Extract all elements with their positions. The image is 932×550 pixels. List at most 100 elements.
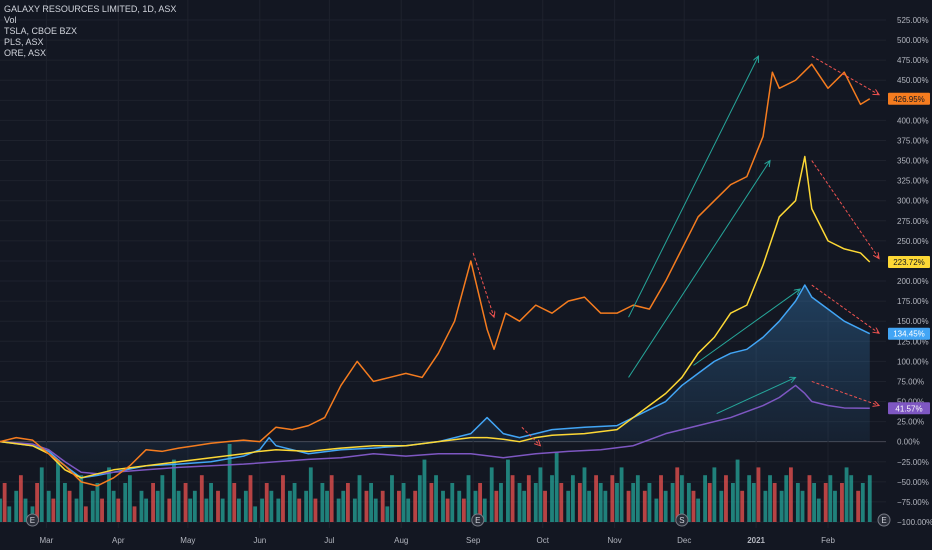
volume-bar <box>703 475 708 522</box>
volume-bar <box>731 483 735 522</box>
volume-bar <box>111 490 116 522</box>
volume-bar <box>79 475 84 522</box>
x-tick-label: Feb <box>821 536 835 545</box>
volume-bar <box>380 490 385 522</box>
volume-bar <box>429 483 434 522</box>
volume-bar <box>83 506 88 522</box>
volume-bar <box>417 475 422 522</box>
volume-bar <box>691 490 696 522</box>
volume-bar <box>844 467 849 522</box>
y-tick-label: −25.00% <box>897 458 929 467</box>
volume-bar <box>281 475 285 522</box>
x-tick-label: Dec <box>677 536 691 545</box>
y-tick-label: 450.00% <box>897 76 929 85</box>
volume-bar <box>397 490 401 522</box>
volume-bar <box>352 498 357 522</box>
event-marker[interactable]: E <box>877 513 891 527</box>
volume-bar <box>264 483 269 522</box>
volume-bar <box>457 490 462 522</box>
volume-bar <box>654 498 659 522</box>
volume-bar <box>260 498 265 522</box>
y-tick-label: 525.00% <box>897 16 929 25</box>
y-tick-label: 250.00% <box>897 237 929 246</box>
volume-bar <box>478 483 483 522</box>
volume-bar <box>127 475 132 522</box>
y-tick-label: −75.00% <box>897 498 929 507</box>
last-value-badge-ore: 41.57% <box>888 402 930 415</box>
series-line-ore <box>0 384 870 475</box>
badge-text: 134.45% <box>893 330 925 339</box>
volume-bar <box>144 498 149 522</box>
event-marker[interactable]: E <box>25 513 39 527</box>
volume-bar <box>192 490 197 522</box>
volume-bar <box>123 483 128 522</box>
volume-bar <box>14 490 19 522</box>
volume-bar <box>598 483 603 522</box>
badge-text: 223.72% <box>893 258 925 267</box>
y-tick-label: 75.00% <box>897 377 924 386</box>
volume-bar <box>90 490 95 522</box>
volume-bar <box>441 490 445 522</box>
x-tick-label: Jul <box>324 536 334 545</box>
volume-bar <box>840 483 844 522</box>
series-line-pls <box>0 155 871 479</box>
y-tick-label: 125.00% <box>897 337 929 346</box>
legend-main-symbol[interactable]: GALAXY RESOURCES LIMITED, 1D, ASX <box>4 4 177 14</box>
volume-bar <box>216 490 220 522</box>
badge-text: 426.95% <box>893 95 925 104</box>
y-tick-label: 175.00% <box>897 297 929 306</box>
volume-bar <box>341 490 346 522</box>
volume-bar <box>823 483 828 522</box>
volume-bar <box>0 498 2 522</box>
event-marker-label: E <box>30 516 35 525</box>
event-marker-label: E <box>475 516 480 525</box>
volume-bar <box>329 475 334 522</box>
volume-bar <box>533 483 538 522</box>
badge-bg <box>888 402 930 415</box>
x-tick-label: Jun <box>253 536 266 545</box>
volume-bar <box>631 483 636 522</box>
volume-bar <box>570 475 575 522</box>
event-marker-label: S <box>679 516 684 525</box>
volume-bar <box>253 506 258 522</box>
volume-bar <box>526 475 531 522</box>
volume-bar <box>288 490 292 522</box>
y-tick-label: 325.00% <box>897 177 929 186</box>
volume-bar <box>763 490 768 522</box>
volume-bar <box>445 498 450 522</box>
volume-bar <box>538 467 543 522</box>
volume-bar <box>719 490 724 522</box>
volume-bar <box>816 498 821 522</box>
volume-bar <box>276 498 281 522</box>
volume-bar <box>506 459 510 522</box>
volume-bar <box>522 490 527 522</box>
volume-bar <box>155 490 160 522</box>
y-tick-label: 200.00% <box>897 277 929 286</box>
legend-volume[interactable]: Vol <box>4 15 17 25</box>
volume-bar <box>867 475 872 522</box>
volume-bar <box>856 490 861 522</box>
event-marker[interactable]: E <box>471 513 485 527</box>
volume-bar <box>100 498 104 522</box>
volume-bar <box>466 475 471 522</box>
volume-bar <box>172 459 176 522</box>
series-line-tsla <box>0 63 871 487</box>
volume-bar <box>413 490 418 522</box>
volume-bar <box>139 490 144 522</box>
volume-bar <box>489 467 494 522</box>
event-marker[interactable]: S <box>675 513 689 527</box>
legend-compare-tsla[interactable]: TSLA, CBOE BZX <box>4 26 78 36</box>
trend-arrow-down <box>811 55 879 95</box>
legend-compare-ore[interactable]: ORE, ASX <box>4 48 47 58</box>
legend-compare-pls[interactable]: PLS, ASX <box>4 37 44 47</box>
volume-bar <box>406 498 411 522</box>
event-marker-circle <box>877 513 891 527</box>
volume-bar <box>56 459 60 522</box>
volume-bar <box>248 475 253 522</box>
volume-bar <box>603 490 608 522</box>
volume-bar <box>800 490 805 522</box>
volume-bar <box>707 483 712 522</box>
volume-bar <box>543 490 547 522</box>
